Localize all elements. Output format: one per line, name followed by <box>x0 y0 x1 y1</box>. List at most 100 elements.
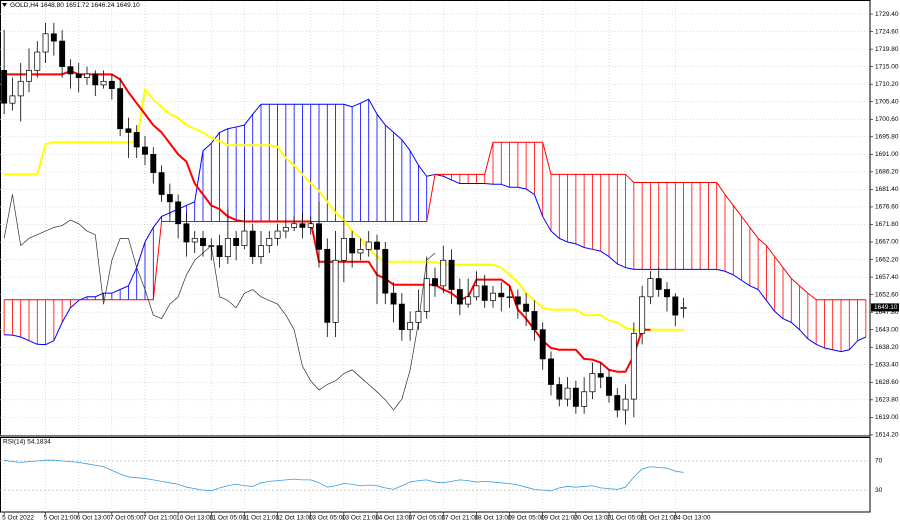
candle-body <box>216 245 223 257</box>
candle-body <box>490 292 496 301</box>
candle-body <box>680 307 687 309</box>
candle-body <box>655 278 662 290</box>
candle-body <box>481 285 488 301</box>
x-tick-label: 17 Oct 21:00 <box>441 515 479 522</box>
candle-body <box>307 223 314 228</box>
y-tick-label: 1729.40 <box>875 11 899 18</box>
y-tick-label: 1662.20 <box>875 256 899 263</box>
candle-body <box>142 146 148 155</box>
y-tick-label: 1619.00 <box>875 414 899 421</box>
candle-body <box>166 194 173 203</box>
candle-body <box>423 278 430 312</box>
last-price-label: 1649.10 <box>874 304 898 311</box>
y-tick-label: 1681.40 <box>875 186 899 193</box>
candle-body <box>622 398 629 411</box>
candle-body <box>150 153 157 173</box>
x-tick-label: 7 Oct 05:00 <box>110 515 144 522</box>
x-tick-label: 21 Oct 21:00 <box>640 515 678 522</box>
candle-body <box>639 296 646 334</box>
candle-body <box>415 311 422 323</box>
candle-body <box>465 296 472 305</box>
candle-body <box>473 285 480 298</box>
y-tick-label: 1676.60 <box>875 204 899 211</box>
candle-body <box>556 384 563 400</box>
y-tick-label: 1705.40 <box>875 98 899 105</box>
candle-body <box>233 238 240 247</box>
y-tick-label: 1695.80 <box>875 134 899 141</box>
candle-body <box>390 292 397 305</box>
x-tick-label: 5 Oct 2022 <box>2 515 34 522</box>
candle-body <box>647 278 654 298</box>
rsi-tick-label: 70 <box>875 458 883 465</box>
x-tick-label: 13 Oct 05:00 <box>309 515 347 522</box>
candle-body <box>224 238 231 257</box>
candle-body <box>266 238 273 247</box>
x-tick-label: 11 Oct 05:00 <box>209 515 246 522</box>
candle-body <box>249 230 256 257</box>
y-tick-label: 1623.80 <box>875 397 899 404</box>
candle-body <box>614 395 621 411</box>
candle-body <box>664 289 670 298</box>
candle-body <box>258 245 264 257</box>
candle-body <box>332 259 339 323</box>
chart-title: GOLD,H4 1648.80 1651.72 1646.24 1649.10 <box>10 2 140 9</box>
menu-icon <box>2 3 7 7</box>
y-tick-label: 1700.60 <box>875 116 899 123</box>
candle-body <box>34 51 41 71</box>
candle-body <box>92 73 99 86</box>
y-tick-label: 1643.00 <box>875 326 899 333</box>
candle-body <box>589 373 596 393</box>
x-tick-label: 19 Oct 21:00 <box>541 515 579 522</box>
candle-body <box>84 73 90 78</box>
y-tick-label: 1638.20 <box>875 344 899 351</box>
candle-body <box>581 391 588 407</box>
x-tick-label: 19 Oct 05:00 <box>508 515 546 522</box>
candle-body <box>67 66 74 75</box>
candle-body <box>531 311 538 331</box>
candle-body <box>274 230 281 239</box>
candle-body <box>208 245 215 247</box>
x-tick-label: 5 Oct 21:00 <box>44 515 78 522</box>
candle-body <box>340 238 347 261</box>
candle-body <box>291 223 298 228</box>
y-tick-label: 1633.40 <box>875 361 899 368</box>
candle-body <box>316 223 322 250</box>
candle-body <box>432 278 438 287</box>
candle-body <box>672 296 679 316</box>
candle-body <box>175 201 182 225</box>
y-tick-label: 1719.80 <box>875 46 899 53</box>
candle-body <box>50 33 57 42</box>
rsi-tick-label: 30 <box>875 487 883 494</box>
senkou-span-b <box>4 141 866 301</box>
y-tick-label: 1657.40 <box>875 274 899 281</box>
candle-body <box>75 73 82 78</box>
candle-body <box>117 88 124 130</box>
candle-body <box>539 329 546 360</box>
candle-body <box>59 40 66 68</box>
y-tick-label: 1614.20 <box>875 432 899 439</box>
candle-body <box>241 230 248 247</box>
candle-body <box>324 248 331 323</box>
candle-body <box>17 80 24 97</box>
x-tick-label: 6 Oct 13:00 <box>77 515 111 522</box>
x-tick-label: 24 Oct 13:00 <box>673 515 711 522</box>
candle-body <box>630 332 637 400</box>
candle-body <box>448 259 455 290</box>
last-price-box <box>871 303 899 312</box>
y-tick-label: 1667.00 <box>875 239 899 246</box>
candle-body <box>365 241 372 250</box>
candle-body <box>382 248 389 294</box>
candle-body <box>299 223 306 228</box>
candle-body <box>1 69 8 104</box>
y-tick-label: 1715.00 <box>875 63 899 70</box>
candle-body <box>456 289 463 305</box>
candle-body <box>407 322 414 331</box>
x-tick-label: 12 Oct 13:00 <box>276 515 314 522</box>
x-tick-label: 20 Oct 13:00 <box>574 515 612 522</box>
x-tick-label: 14 Oct 13:00 <box>375 515 413 522</box>
candle-body <box>108 80 115 89</box>
x-tick-label: 13 Oct 21:00 <box>342 515 380 522</box>
main-frame <box>0 0 871 437</box>
